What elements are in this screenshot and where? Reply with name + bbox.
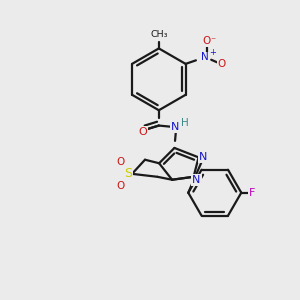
Text: O: O [116, 157, 124, 167]
Text: N: N [171, 122, 179, 132]
Text: ⁻: ⁻ [210, 36, 215, 46]
Text: +: + [209, 48, 215, 57]
Text: O: O [218, 59, 226, 69]
Text: N: N [201, 52, 209, 62]
Text: N: N [192, 175, 201, 185]
Text: N: N [199, 152, 207, 162]
Text: S: S [124, 167, 132, 180]
Text: F: F [249, 188, 256, 198]
Text: O: O [138, 127, 147, 137]
Text: O: O [203, 37, 211, 46]
Text: CH₃: CH₃ [150, 30, 168, 39]
Text: H: H [181, 118, 189, 128]
Text: O: O [116, 181, 124, 190]
